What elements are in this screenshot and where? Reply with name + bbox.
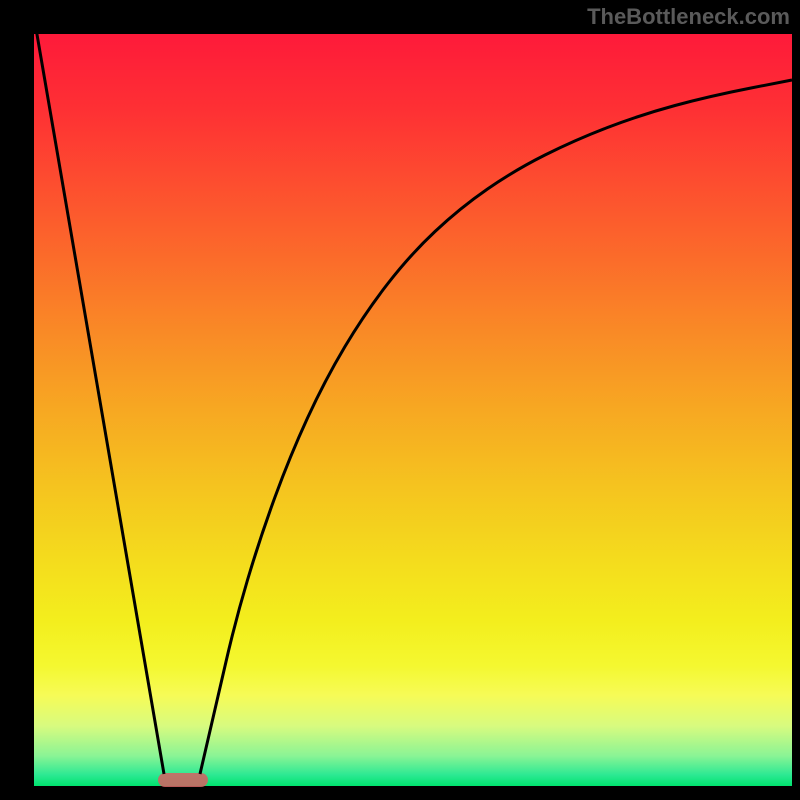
bottleneck-chart: TheBottleneck.com: [0, 0, 800, 800]
bottleneck-marker: [158, 773, 208, 787]
watermark-text: TheBottleneck.com: [587, 4, 790, 30]
chart-svg: [0, 0, 800, 800]
